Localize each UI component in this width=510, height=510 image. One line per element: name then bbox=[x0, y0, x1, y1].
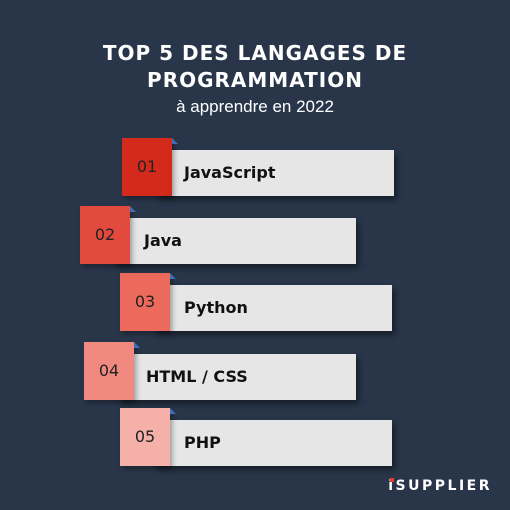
ranking-language-3: Python bbox=[184, 298, 248, 317]
title-line-1: TOP 5 DES LANGAGES DE bbox=[102, 41, 408, 65]
badge-corner-4 bbox=[134, 342, 140, 348]
ranking-number-5: 05 bbox=[134, 427, 156, 446]
ranking-number-2: 02 bbox=[94, 225, 116, 244]
ranking-badge-3: 03 bbox=[120, 273, 176, 331]
ranking-bar-3: Python bbox=[154, 285, 392, 331]
ranking-language-5: PHP bbox=[184, 433, 221, 452]
ranking-bar-1: JavaScript bbox=[156, 150, 394, 196]
ranking-number-4: 04 bbox=[98, 361, 120, 380]
page-title: TOP 5 DES LANGAGES DE PROGRAMMATION bbox=[0, 40, 510, 94]
ranking-badge-2: 02 bbox=[80, 206, 136, 264]
ranking-badge-1: 01 bbox=[122, 138, 178, 196]
brand-logo: iSUPPLIER bbox=[388, 478, 492, 494]
title-line-2: PROGRAMMATION bbox=[147, 68, 363, 92]
badge-corner-3 bbox=[170, 273, 176, 279]
ranking-item-2: Java 02 bbox=[80, 206, 360, 268]
ranking-badge-5: 05 bbox=[120, 408, 176, 466]
badge-corner-5 bbox=[170, 408, 176, 414]
ranking-bar-5: PHP bbox=[154, 420, 392, 466]
ranking-number-1: 01 bbox=[136, 157, 158, 176]
ranking-badge-4: 04 bbox=[84, 342, 140, 400]
brand-logo-text: SUPPLIER bbox=[395, 478, 492, 494]
badge-corner-1 bbox=[172, 138, 178, 144]
ranking-language-4: HTML / CSS bbox=[146, 367, 248, 386]
ranking-bar-2: Java bbox=[114, 218, 356, 264]
ranking-item-4: HTML / CSS 04 bbox=[84, 342, 360, 404]
ranking-item-1: JavaScript 01 bbox=[122, 138, 398, 200]
brand-logo-dot bbox=[389, 478, 394, 482]
badge-corner-2 bbox=[130, 206, 136, 212]
brand-logo-i: i bbox=[388, 478, 396, 494]
page-subtitle: à apprendre en 2022 bbox=[176, 97, 334, 116]
ranking-item-3: Python 03 bbox=[120, 273, 396, 335]
ranking-bar-4: HTML / CSS bbox=[118, 354, 356, 400]
ranking-item-5: PHP 05 bbox=[120, 408, 396, 470]
ranking-language-2: Java bbox=[144, 231, 182, 250]
ranking-number-3: 03 bbox=[134, 292, 156, 311]
ranking-language-1: JavaScript bbox=[184, 163, 276, 182]
